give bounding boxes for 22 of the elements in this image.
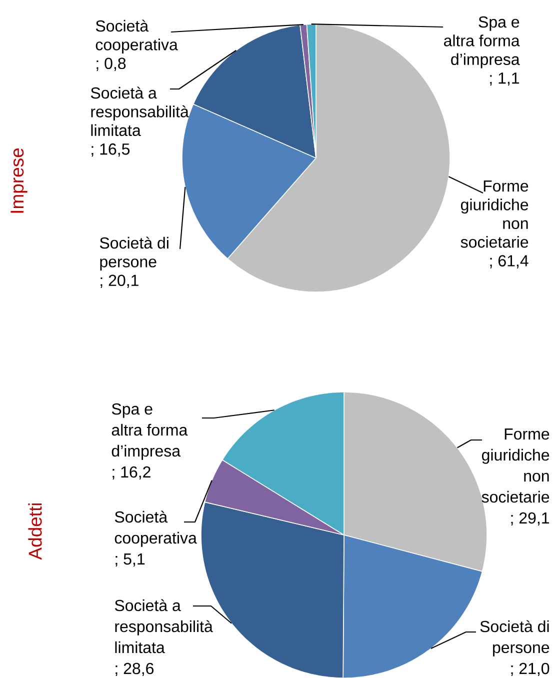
- slice-label: Forme giuridiche non societarie: [482, 428, 550, 503]
- text: Addetti: [28, 503, 42, 560]
- slice-label: Società di persone: [100, 236, 168, 271]
- data-label: ; 0,8: [96, 58, 126, 71]
- data-label: ; 5,1: [116, 553, 145, 567]
- slice-label: Società a responsabilità limitata: [114, 599, 213, 654]
- slice-label: Società di persone: [480, 620, 550, 656]
- data-label: ; 16,2: [112, 466, 150, 480]
- text: Imprese: [10, 148, 28, 213]
- slice-label: Spa e altra forma d’impresa: [444, 16, 520, 68]
- data-label: ; 20,1: [100, 274, 138, 288]
- data-label: ; 16,5: [92, 143, 130, 157]
- slice-label: Forme giuridiche non societarie: [460, 180, 528, 248]
- slice-label: Società cooperativa: [96, 20, 178, 54]
- data-label: ; 1,1: [490, 72, 520, 86]
- data-label: ; 21,0: [511, 662, 550, 676]
- slice-label: Spa e altra forma d’impresa: [112, 403, 188, 460]
- data-label: ; 28,6: [116, 662, 154, 676]
- data-label: ; 61,4: [490, 255, 528, 268]
- slice-label: Società a responsabilità limitata: [90, 86, 189, 136]
- data-label: ; 29,1: [511, 512, 550, 526]
- slice-label: Società cooperativa: [114, 510, 197, 547]
